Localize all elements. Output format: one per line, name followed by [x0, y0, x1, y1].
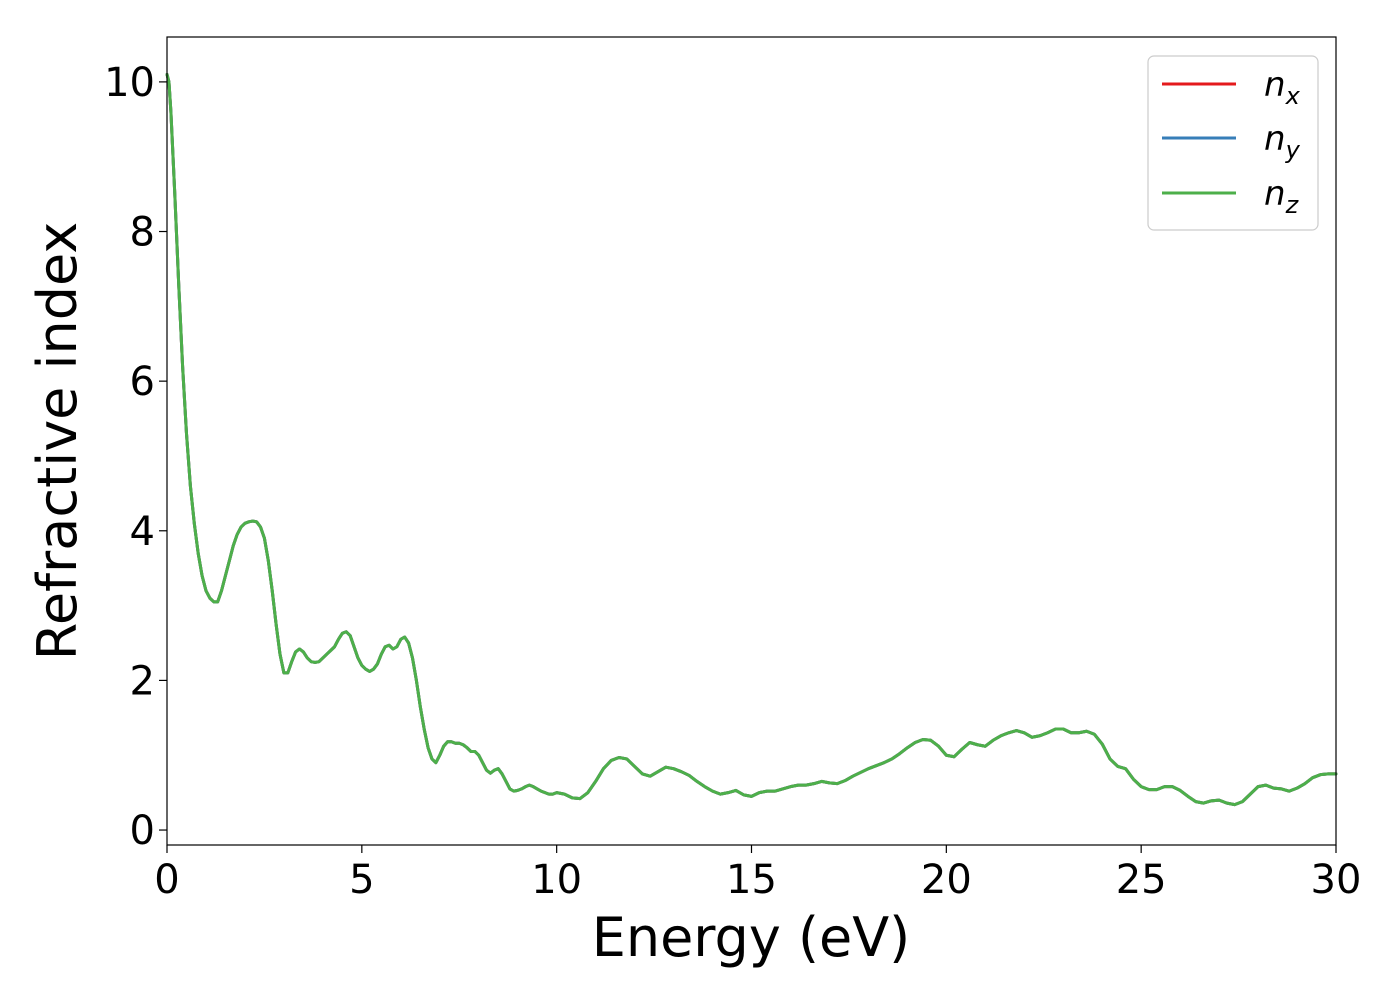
y-tick-label: 0	[130, 808, 155, 854]
y-tick-label: 6	[130, 359, 155, 405]
legend-label-y: ny	[1264, 119, 1301, 164]
x-tick-label: 5	[349, 857, 374, 903]
legend-label-z: nz	[1264, 174, 1300, 219]
x-tick-label: 0	[154, 857, 179, 903]
x-tick-label: 10	[531, 857, 582, 903]
series-line-n-z	[165, 72, 1338, 807]
x-axis-label: Energy (eV)	[592, 906, 911, 969]
x-tick-label: 20	[921, 857, 972, 903]
y-axis-ticks: 0 2 4 6 8 10	[104, 60, 167, 854]
y-tick-label: 10	[104, 60, 155, 106]
y-tick-label: 8	[130, 210, 155, 256]
x-axis-ticks: 0 5 10 15 20 25 30	[154, 845, 1361, 903]
y-axis-label: Refractive index	[26, 222, 89, 661]
series-layer	[165, 72, 1338, 807]
legend-box	[1147, 55, 1319, 231]
legend-label-x: nx	[1264, 65, 1301, 110]
x-tick-label: 15	[726, 857, 777, 903]
y-tick-label: 2	[130, 658, 155, 704]
y-tick-label: 4	[130, 509, 155, 555]
x-tick-label: 30	[1311, 857, 1362, 903]
x-tick-label: 25	[1116, 857, 1167, 903]
legend: nx ny nz	[1147, 55, 1319, 231]
